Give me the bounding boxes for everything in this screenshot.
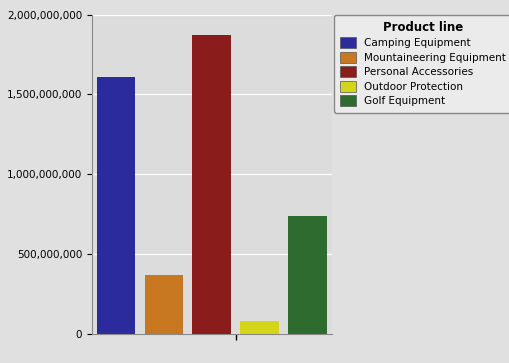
Bar	[96, 77, 135, 334]
Bar	[240, 321, 278, 334]
Y-axis label: Revenue: Revenue	[0, 147, 1, 201]
Bar	[192, 35, 231, 334]
Bar	[144, 275, 183, 334]
Legend: Camping Equipment, Mountaineering Equipment, Personal Accessories, Outdoor Prote: Camping Equipment, Mountaineering Equipm…	[333, 15, 509, 113]
Bar	[288, 216, 326, 334]
